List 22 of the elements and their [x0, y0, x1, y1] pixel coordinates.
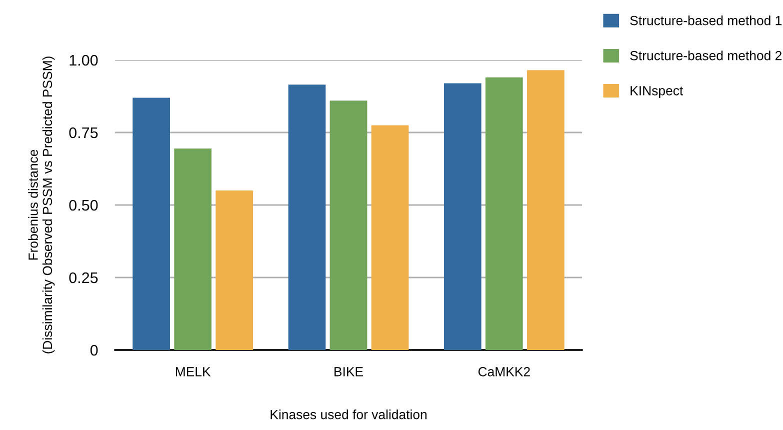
bar [216, 190, 254, 350]
bar [288, 84, 326, 350]
bar [444, 83, 482, 350]
y-tick-label: 0.75 [69, 127, 98, 138]
y-tick-label: 0.25 [69, 272, 98, 284]
bar [174, 148, 212, 350]
y-tick-label: 0.50 [69, 200, 98, 211]
y-tick-label: 0 [90, 344, 98, 356]
bar [330, 100, 368, 350]
bar [132, 98, 170, 350]
x-tick-label: MELK [176, 367, 211, 376]
bar [485, 77, 523, 350]
legend-label: KINspect [630, 86, 684, 98]
legend-label: Structure-based method 2 [630, 50, 782, 60]
bar [527, 70, 564, 350]
x-axis-title: Kinases used for validation [270, 410, 426, 420]
x-tick-label: BIKE [334, 367, 363, 376]
legend-label: Structure-based method 1 [630, 16, 782, 26]
bar [371, 125, 409, 350]
y-axis-title: Frobenius distance (Dissimilarity Observed PSSM vs Predicted PSSM) [28, 56, 55, 354]
x-tick-label: CaMKK2 [478, 367, 530, 376]
y-tick-label: 1.00 [70, 54, 98, 66]
